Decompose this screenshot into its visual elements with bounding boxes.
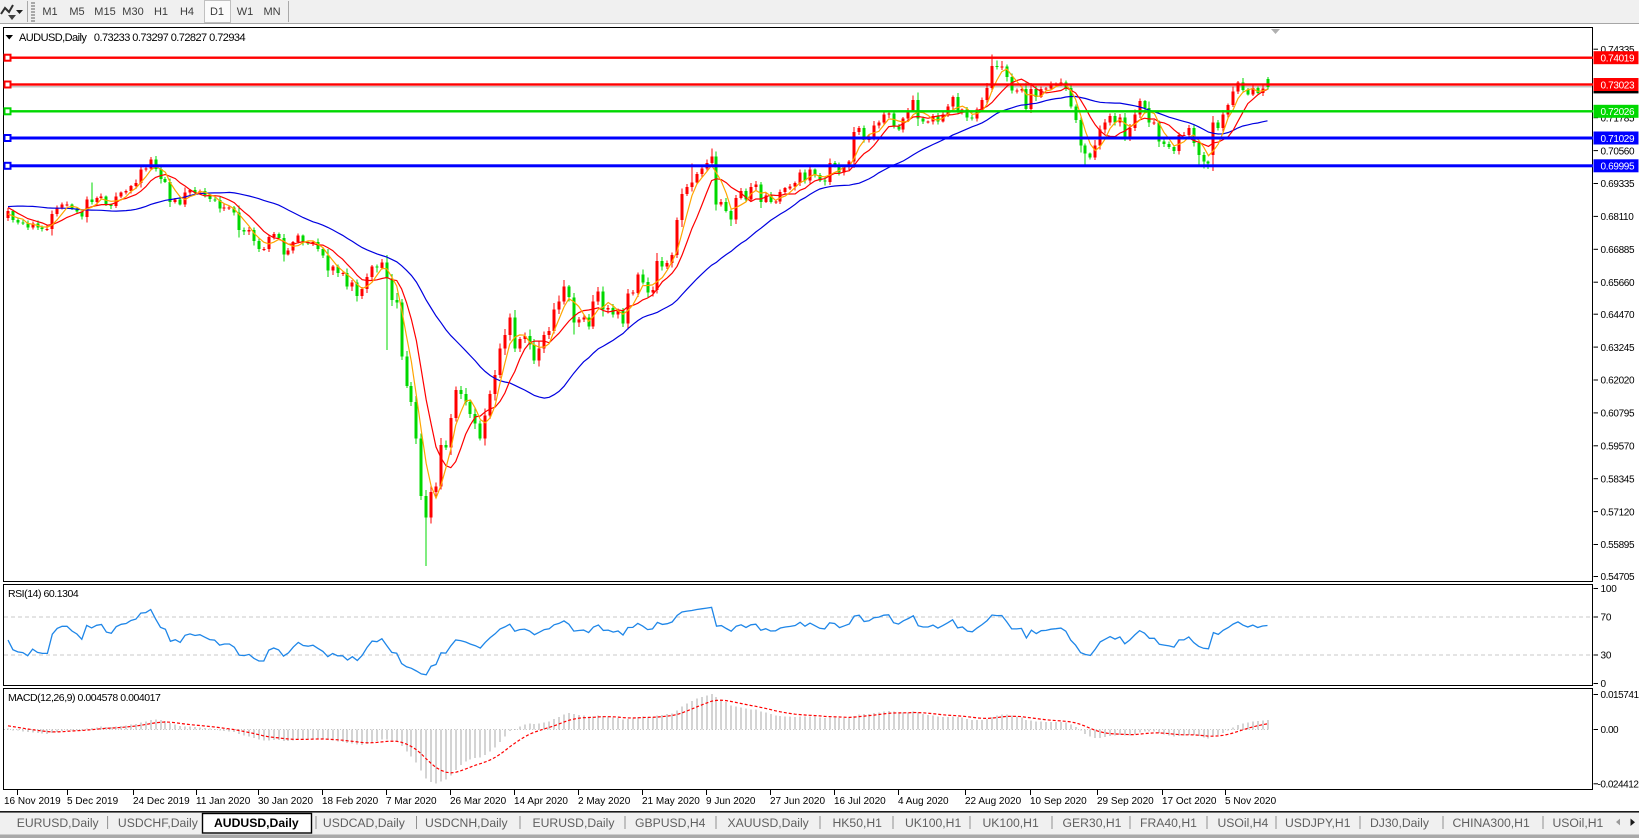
svg-text:USDJPY,H1: USDJPY,H1 [1285, 816, 1351, 830]
svg-text:16 Jul 2020: 16 Jul 2020 [834, 796, 886, 807]
svg-text:0.59570: 0.59570 [1601, 442, 1635, 453]
svg-text:9 Jun 2020: 9 Jun 2020 [706, 796, 756, 807]
svg-text:XAUUSD,Daily: XAUUSD,Daily [728, 816, 810, 830]
svg-text:0.63245: 0.63245 [1601, 343, 1635, 354]
svg-text:7 Mar 2020: 7 Mar 2020 [386, 796, 437, 807]
svg-text:0.54705: 0.54705 [1601, 572, 1635, 583]
svg-text:0.69995: 0.69995 [1601, 162, 1635, 173]
svg-text:0.72026: 0.72026 [1601, 107, 1635, 118]
svg-text:UK100,H1: UK100,H1 [905, 816, 961, 830]
svg-text:0.71785: 0.71785 [1601, 113, 1635, 124]
svg-text:USDCNH,Daily: USDCNH,Daily [425, 816, 509, 830]
svg-text:M5: M5 [69, 6, 84, 18]
svg-text:USOil,H1: USOil,H1 [1553, 816, 1604, 830]
svg-text:17 Oct 2020: 17 Oct 2020 [1162, 796, 1217, 807]
svg-text:HK50,H1: HK50,H1 [833, 816, 883, 830]
svg-text:0.58345: 0.58345 [1601, 474, 1635, 485]
svg-text:0.60795: 0.60795 [1601, 409, 1635, 420]
svg-text:30: 30 [1601, 651, 1612, 662]
svg-text:0.73023: 0.73023 [1601, 80, 1635, 91]
svg-text:GER30,H1: GER30,H1 [1063, 816, 1122, 830]
svg-text:D1: D1 [210, 6, 224, 18]
svg-text:0.71029: 0.71029 [1601, 134, 1635, 145]
svg-text:0.69335: 0.69335 [1601, 179, 1635, 190]
svg-text:0.57120: 0.57120 [1601, 507, 1635, 518]
svg-text:21 May 2020: 21 May 2020 [642, 796, 700, 807]
svg-text:AUDUSD,Daily 0.73233 0.73297: AUDUSD,Daily 0.73233 0.73297 0.72827 0.7… [19, 32, 245, 44]
svg-text:FRA40,H1: FRA40,H1 [1140, 816, 1197, 830]
svg-text:26 Mar 2020: 26 Mar 2020 [450, 796, 507, 807]
svg-text:18 Feb 2020: 18 Feb 2020 [322, 796, 379, 807]
svg-text:0.64470: 0.64470 [1601, 310, 1635, 321]
svg-text:5 Dec 2019: 5 Dec 2019 [67, 796, 119, 807]
svg-text:CHINA300,H1: CHINA300,H1 [1453, 816, 1530, 830]
svg-text:MACD(12,26,9) 0.004578 0.00401: MACD(12,26,9) 0.004578 0.004017 [8, 692, 161, 704]
svg-text:UK100,H1: UK100,H1 [983, 816, 1039, 830]
svg-text:11 Jan 2020: 11 Jan 2020 [196, 796, 251, 807]
svg-text:0.65660: 0.65660 [1601, 278, 1635, 289]
svg-text:5 Nov 2020: 5 Nov 2020 [1225, 796, 1277, 807]
svg-text:-0.024412: -0.024412 [1598, 780, 1639, 791]
svg-text:27 Jun 2020: 27 Jun 2020 [770, 796, 825, 807]
svg-text:14 Apr 2020: 14 Apr 2020 [514, 796, 568, 807]
svg-text:RSI(14) 60.1304: RSI(14) 60.1304 [8, 588, 79, 600]
svg-text:0.62020: 0.62020 [1601, 376, 1635, 387]
svg-text:MN: MN [263, 6, 280, 18]
svg-text:16 Nov 2019: 16 Nov 2019 [4, 796, 61, 807]
svg-text:GBPUSD,H4: GBPUSD,H4 [635, 816, 706, 830]
svg-text:USDCHF,Daily: USDCHF,Daily [118, 816, 199, 830]
svg-text:0.00: 0.00 [1601, 725, 1620, 736]
svg-text:USDCAD,Daily: USDCAD,Daily [323, 816, 406, 830]
svg-text:0.015741: 0.015741 [1601, 690, 1639, 701]
svg-text:0.74019: 0.74019 [1601, 54, 1635, 65]
svg-text:0: 0 [1601, 679, 1607, 690]
svg-text:4 Aug 2020: 4 Aug 2020 [898, 796, 949, 807]
svg-text:0.70560: 0.70560 [1601, 146, 1635, 157]
svg-text:0.74335: 0.74335 [1601, 45, 1635, 56]
svg-text:100: 100 [1601, 584, 1618, 595]
svg-text:USOil,H4: USOil,H4 [1218, 816, 1269, 830]
svg-text:70: 70 [1601, 613, 1612, 624]
svg-text:0.55895: 0.55895 [1601, 540, 1635, 551]
svg-text:H4: H4 [180, 6, 194, 18]
svg-text:W1: W1 [237, 6, 254, 18]
svg-text:22 Aug 2020: 22 Aug 2020 [965, 796, 1022, 807]
svg-text:AUDUSD,Daily: AUDUSD,Daily [214, 816, 299, 830]
svg-text:2 May 2020: 2 May 2020 [578, 796, 631, 807]
svg-text:EURUSD,Daily: EURUSD,Daily [533, 816, 616, 830]
svg-text:10 Sep 2020: 10 Sep 2020 [1030, 796, 1087, 807]
svg-text:29 Sep 2020: 29 Sep 2020 [1097, 796, 1154, 807]
svg-text:M1: M1 [42, 6, 57, 18]
svg-text:30 Jan 2020: 30 Jan 2020 [258, 796, 313, 807]
svg-text:H1: H1 [154, 6, 168, 18]
svg-text:M15: M15 [94, 6, 115, 18]
svg-text:0.68110: 0.68110 [1601, 212, 1635, 223]
svg-text:M30: M30 [122, 6, 143, 18]
svg-text:EURUSD,Daily: EURUSD,Daily [17, 816, 100, 830]
svg-text:0.66885: 0.66885 [1601, 245, 1635, 256]
svg-text:24 Dec 2019: 24 Dec 2019 [133, 796, 190, 807]
svg-text:DJ30,Daily: DJ30,Daily [1370, 816, 1430, 830]
